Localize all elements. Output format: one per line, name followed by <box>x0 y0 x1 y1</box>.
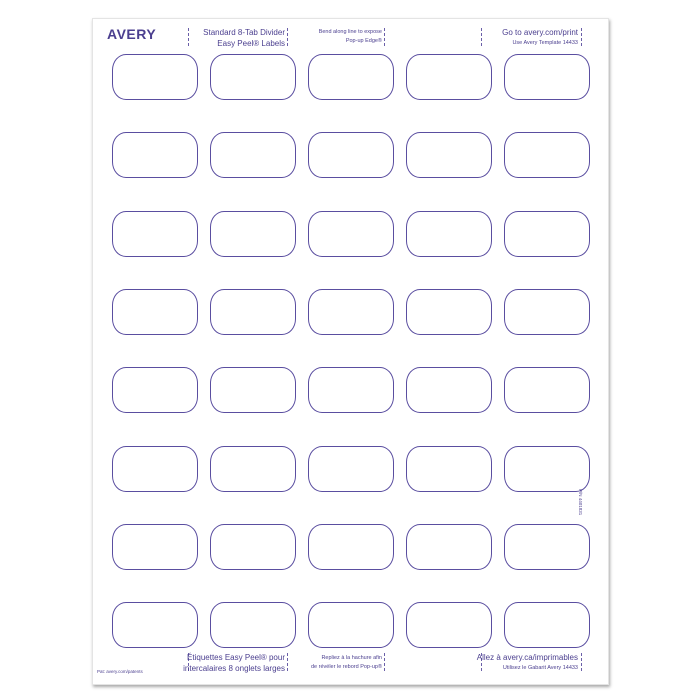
tab-label <box>406 132 492 179</box>
avery-logo: AVERY <box>107 26 157 42</box>
tab-label <box>112 288 198 335</box>
tab-label <box>210 602 296 649</box>
tab-label <box>308 288 394 335</box>
tab-label <box>210 288 296 335</box>
url-text: Go to avery.com/print <box>502 28 578 37</box>
template-text: Use Avery Template 14433 <box>512 40 578 46</box>
bend-line: Bend along line to expose <box>318 29 382 35</box>
label-sheet: AVERY Standard 8-Tab Divider Easy Peel® L… <box>92 18 609 685</box>
divider <box>481 653 482 671</box>
header-bend-note: Bend along line to expose Pop-up Edge® <box>319 28 382 46</box>
tab-label <box>210 54 296 100</box>
tab-label <box>406 210 492 257</box>
bend-line: Repliez à la hachure afin <box>321 655 382 661</box>
tab-label <box>112 54 198 100</box>
tab-label <box>112 602 198 649</box>
url-text: Allez à avery.ca/imprimables <box>476 653 578 662</box>
divider <box>384 653 385 671</box>
tab-label <box>504 367 590 414</box>
footer-title-line: intercalaires 8 onglets larges <box>183 664 285 673</box>
footer-title: Étiquettes Easy Peel® pour intercalaires … <box>183 652 285 674</box>
tab-label <box>504 288 590 335</box>
tab-label <box>210 367 296 414</box>
footer-title-line: Étiquettes Easy Peel® pour <box>187 653 285 662</box>
header-title-line: Easy Peel® Labels <box>217 39 285 48</box>
divider <box>188 28 189 46</box>
bend-line: Pop-up Edge® <box>345 38 382 44</box>
tab-label <box>406 523 492 570</box>
tab-label <box>504 602 590 649</box>
tab-label <box>112 367 198 414</box>
tab-label <box>112 132 198 179</box>
bend-line: de révéler le rebord Pop-up® <box>310 664 382 670</box>
template-text: Utilisez le Gabarit Avery 14433 <box>502 665 578 671</box>
tab-label <box>112 210 198 257</box>
tab-label <box>406 445 492 492</box>
tab-label <box>406 54 492 100</box>
divider <box>188 653 189 671</box>
divider <box>287 653 288 671</box>
patents: Pat: avery.com/patents <box>97 669 143 674</box>
footer-bend-note: Repliez à la hachure afin de révéler le r… <box>311 654 382 672</box>
footer-url: Allez à avery.ca/imprimables Utilisez le … <box>477 652 578 674</box>
divider <box>287 28 288 46</box>
tab-label <box>406 288 492 335</box>
tab-label <box>504 445 590 492</box>
tab-label <box>308 210 394 257</box>
tab-label <box>210 523 296 570</box>
tab-label <box>406 602 492 649</box>
tab-label <box>112 523 198 570</box>
tab-label <box>308 132 394 179</box>
divider <box>384 28 385 46</box>
tab-label <box>308 367 394 414</box>
header-url: Go to avery.com/print Use Avery Template … <box>502 27 578 49</box>
tab-label <box>504 54 590 100</box>
tab-label <box>504 210 590 257</box>
side-code: P/N 4401831 <box>578 489 583 516</box>
tab-label <box>308 54 394 100</box>
tab-label <box>308 602 394 649</box>
tab-label <box>308 523 394 570</box>
header-title: Standard 8-Tab Divider Easy Peel® Labels <box>203 27 285 49</box>
header-title-line: Standard 8-Tab Divider <box>203 28 285 37</box>
divider <box>581 28 582 46</box>
tab-label <box>210 210 296 257</box>
tab-label <box>112 445 198 492</box>
tab-label <box>504 523 590 570</box>
tab-label <box>210 445 296 492</box>
tab-label <box>504 132 590 179</box>
tab-label <box>210 132 296 179</box>
tab-label <box>406 367 492 414</box>
divider <box>481 28 482 46</box>
tab-label <box>308 445 394 492</box>
divider <box>581 653 582 671</box>
